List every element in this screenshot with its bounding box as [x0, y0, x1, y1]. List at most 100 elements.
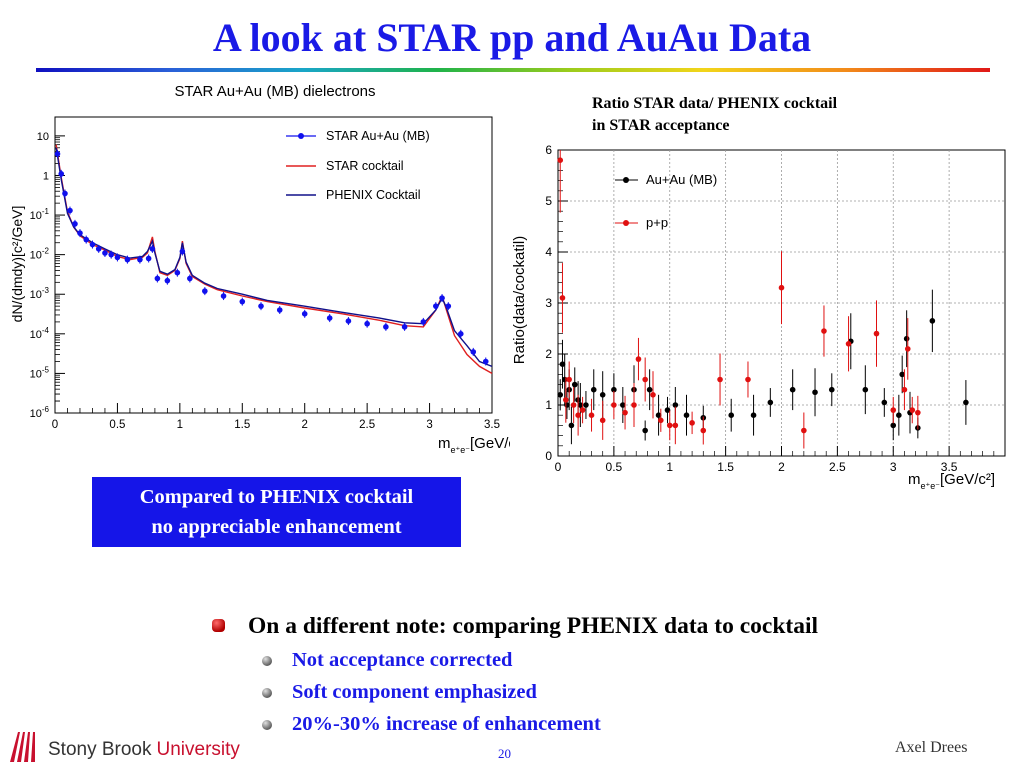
chart2-legend: Au+Au (MB) p+p	[615, 172, 717, 230]
chart2-data-point-pp	[579, 407, 586, 413]
chart2-data-point-auau	[890, 422, 897, 429]
legend-marker-auau	[623, 177, 629, 183]
bullet-list: On a different note: comparing PHENIX da…	[210, 608, 1010, 740]
chart2-ytick-label: 3	[545, 296, 552, 310]
chart2-data-point-auau	[571, 381, 578, 388]
legend-label-pp: p+p	[646, 215, 668, 230]
chart2-ytick-label: 6	[545, 143, 552, 157]
chart1-ytick-label: 10	[37, 131, 49, 143]
chart2-data-point-pp	[689, 420, 695, 426]
caption-line-2: in STAR acceptance	[592, 117, 730, 134]
chart2-data-point-pp	[890, 407, 897, 413]
chart2-data-point-pp	[650, 392, 656, 398]
sub-bullet: Not acceptance corrected	[210, 644, 1010, 676]
chart2-data-point-pp	[717, 376, 723, 383]
chart1-ytick-label: 10-6	[30, 405, 50, 420]
chart2-data-point-pp	[821, 328, 827, 334]
chart2-xtick-label: 2	[778, 460, 785, 474]
chart1-data-point	[276, 307, 283, 313]
chart2-data-point-auau	[646, 386, 653, 393]
chart1-data-point	[54, 151, 61, 157]
chart2-data-point-pp	[801, 427, 807, 434]
chart2-data-point-pp	[873, 330, 880, 337]
chart1-data-point	[124, 256, 131, 263]
chart2-data-point-auau	[620, 402, 626, 408]
chart1-data-point	[137, 256, 143, 263]
chart1-data-point	[67, 207, 73, 214]
chart1-data-point	[83, 236, 90, 243]
chart1-data-point	[439, 295, 445, 301]
chart1-data-point	[179, 248, 186, 255]
sub-bullet-text: Not acceptance corrected	[292, 649, 513, 671]
chart2-data-point-pp	[599, 417, 606, 424]
logo-text-stony-brook: Stony Brook	[48, 739, 152, 760]
ratio-chart-caption: Ratio STAR data/ PHENIX cocktail in STAR…	[592, 93, 922, 137]
chart2-data-point-auau	[862, 386, 869, 393]
chart2-data-point-pp	[666, 422, 673, 429]
chart1-data-point	[364, 320, 370, 327]
chart2-data-point-auau	[557, 392, 564, 398]
chart2-xtick-label: 3	[890, 460, 897, 474]
ratio-data-cocktail-chart: 0 1 2 3 4 5 6 0 0.5 1 1.5 2 2.5 3 3.5 Ratio(data/cock…	[511, 143, 1006, 491]
chart1-xtick-label: 0.5	[109, 419, 125, 431]
chart2-data-point-pp	[588, 412, 595, 419]
chart1-data-point	[345, 318, 352, 324]
chart1-ytick-label: 10-2	[30, 247, 50, 262]
chart1-data-point	[220, 293, 227, 299]
chart2-ytick-label: 4	[545, 245, 552, 259]
chart2-data-point-auau	[899, 371, 905, 378]
chart1-xtick-label: 0	[52, 419, 58, 431]
legend-label-auau: Au+Au (MB)	[646, 172, 717, 187]
chart2-data-point-pp	[672, 422, 679, 429]
main-bullet: On a different note: comparing PHENIX da…	[210, 608, 1010, 644]
chart2-data-point-pp	[563, 397, 569, 403]
chart2-data-point-auau	[655, 412, 662, 419]
chart1-data-point	[239, 298, 246, 305]
sub-bullet-text: 20%-30% increase of enhancement	[292, 713, 601, 735]
chart2-data-point-auau	[767, 399, 774, 406]
chart1-ylabel: dN/(dmdy)[c²/GeV]	[9, 206, 25, 323]
chart1-data-point	[457, 331, 464, 337]
chart2-data-point-pp	[575, 412, 581, 419]
chart2-data-point-pp	[904, 346, 911, 352]
chart2-data-point-pp	[909, 407, 916, 413]
chart1-data-point	[470, 349, 477, 355]
chart2-ylabel: Ratio(data/cockatil)	[511, 236, 528, 364]
chart1-data-point	[164, 277, 171, 284]
caption-line-1: Ratio STAR data/ PHENIX cocktail	[592, 95, 838, 112]
chart1-ytick-label: 10-1	[30, 207, 50, 222]
chart1-legend: STAR Au+Au (MB) STAR cocktail PHENIX Coc…	[286, 129, 430, 202]
chart1-data-point	[89, 241, 96, 248]
chart1-series-star-cocktail	[55, 144, 493, 375]
chart1-xtick-label: 1.5	[234, 419, 250, 431]
sub-bullet-text: Soft component emphasized	[292, 681, 537, 703]
conclusion-line-1: Compared to PHENIX cocktail	[139, 486, 414, 508]
chart1-data-point	[445, 303, 452, 309]
legend-marker-pp	[623, 220, 629, 226]
chart1-data-point	[77, 230, 83, 236]
chart2-data-point-auau	[642, 427, 648, 434]
chart2-data-point-pp	[700, 427, 707, 434]
chart2-ytick-label: 5	[545, 194, 552, 208]
chart1-xtick-label: 2.5	[359, 419, 375, 431]
chart2-xtick-label: 3.5	[941, 460, 958, 474]
chart2-data-point-auau	[568, 422, 575, 429]
chart2-data-point-pp	[566, 376, 572, 383]
chart2-ytick-label: 2	[545, 347, 552, 361]
slide-title: A look at STAR pp and AuAu Data	[212, 15, 812, 60]
chart2-data-point-auau	[611, 386, 617, 393]
chart2-data-point-auau	[750, 412, 757, 419]
chart2-data-point-auau	[903, 335, 910, 342]
chart1-data-point	[482, 358, 489, 365]
chart1-data-point	[187, 275, 193, 282]
chart2-data-point-pp	[622, 409, 628, 416]
chart2-xtick-label: 0	[555, 460, 562, 474]
chart2-data-point-pp	[778, 284, 785, 291]
chart1-ytick-label: 10-5	[30, 365, 50, 380]
chart1-data-point	[149, 246, 156, 252]
chart1-xtick-label: 1	[177, 419, 183, 431]
stony-brook-emblem-icon	[10, 732, 35, 762]
chart2-data-point-pp	[631, 402, 637, 408]
page-number: 20	[498, 746, 511, 761]
